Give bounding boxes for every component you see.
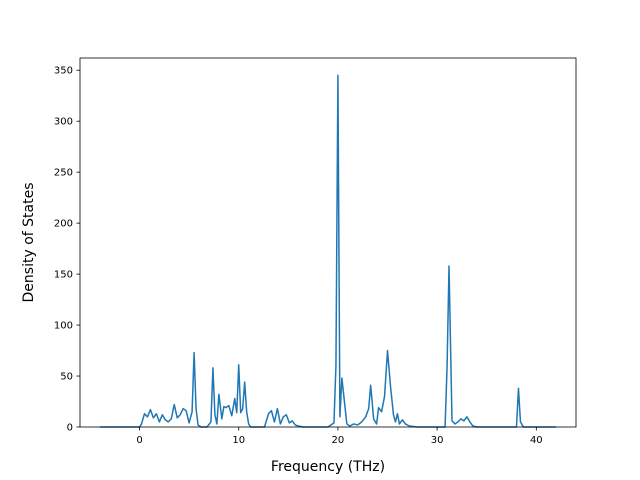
y-tick-label: 200	[54, 219, 73, 230]
y-tick-label: 100	[54, 321, 73, 332]
axes-frame	[79, 57, 577, 428]
y-tick-label: 0	[67, 423, 73, 434]
axes: 0 10 20 30 40 0 50 100 150 200 250 300 350	[54, 57, 577, 446]
x-tick-label: 0	[136, 435, 142, 446]
y-tick-label: 50	[60, 372, 73, 383]
y-axis-label: Density of States	[21, 183, 37, 303]
y-tick-label: 150	[54, 270, 73, 281]
dos-line	[99, 74, 557, 428]
x-tick-label: 40	[530, 435, 543, 446]
x-tick-label: 10	[232, 435, 245, 446]
plot-area	[99, 74, 557, 428]
x-tick-label: 20	[332, 435, 345, 446]
y-tick-label: 350	[54, 66, 73, 77]
x-tick-label: 30	[431, 435, 444, 446]
y-tick-label: 300	[54, 117, 73, 128]
y-tick-label: 250	[54, 168, 73, 179]
x-axis-label: Frequency (THz)	[271, 459, 385, 475]
